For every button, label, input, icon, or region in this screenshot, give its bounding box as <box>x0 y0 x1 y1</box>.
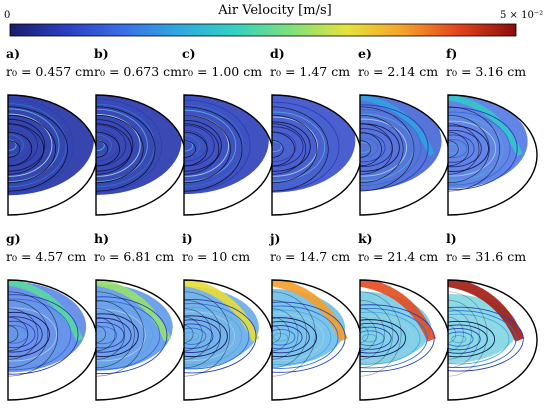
panel-letter: l) <box>446 231 457 246</box>
panel-radius-label: r₀ = 10 cm <box>182 249 250 264</box>
panel-radius-label: r₀ = 21.4 cm <box>358 249 438 264</box>
panel-c: c) r₀ = 1.00 cm <box>182 46 274 216</box>
colorbar-title: Air Velocity [m/s] <box>217 3 331 18</box>
panel-radius-label: r₀ = 6.81 cm <box>94 249 174 264</box>
colorbar-gradient <box>9 23 517 37</box>
panel-letter: a) <box>6 46 20 61</box>
panel-e: e) r₀ = 2.14 cm <box>358 46 450 216</box>
colorbar-max-label: 5 × 10⁻² <box>500 10 543 21</box>
panel-radius-label: r₀ = 14.7 cm <box>270 249 350 264</box>
panel-letter: b) <box>94 46 109 61</box>
panel-radius-label: r₀ = 0.457 cm <box>6 64 94 79</box>
panel-h: h) r₀ = 6.81 cm <box>94 231 186 401</box>
panel-letter: h) <box>94 231 109 246</box>
panel-domain-outline <box>447 94 538 216</box>
panel-radius-label: r₀ = 31.6 cm <box>446 249 526 264</box>
panel-letter: k) <box>358 231 373 246</box>
panel-k: k) r₀ = 21.4 cm <box>358 231 450 401</box>
panel-radius-label: r₀ = 2.14 cm <box>358 64 438 79</box>
panel-j: j) r₀ = 14.7 cm <box>269 231 362 401</box>
panel-g: g) r₀ = 4.57 cm <box>6 231 98 401</box>
panel-letter: d) <box>270 46 285 61</box>
panel-radius-label: r₀ = 1.47 cm <box>270 64 350 79</box>
panel-letter: f) <box>446 46 457 61</box>
panel-letter: g) <box>6 231 21 246</box>
panel-grid: a) r₀ = 0.457 cmb) r₀ = 0.673 cmc) r₀ = 1.0… <box>6 46 538 401</box>
panel-d: d) r₀ = 1.47 cm <box>270 46 362 216</box>
panel-letter: e) <box>358 46 372 61</box>
panel-f: f) r₀ = 3.16 cm <box>446 46 538 216</box>
panel-radius-label: r₀ = 3.16 cm <box>446 64 526 79</box>
panel-radius-label: r₀ = 4.57 cm <box>6 249 86 264</box>
panel-a: a) r₀ = 0.457 cm <box>6 46 98 216</box>
panel-radius-label: r₀ = 1.00 cm <box>182 64 262 79</box>
colorbar: Air Velocity [m/s] 0 5 × 10⁻² <box>4 3 543 37</box>
panel-letter: c) <box>182 46 196 61</box>
panel-letter: i) <box>182 231 193 246</box>
panel-b: b) r₀ = 0.673 cm <box>94 46 186 216</box>
panel-i: i) r₀ = 10 cm <box>182 231 274 401</box>
panel-domain-outline <box>447 279 538 401</box>
panel-radius-label: r₀ = 0.673 cm <box>94 64 182 79</box>
panel-l: l) r₀ = 31.6 cm <box>446 231 538 401</box>
panel-letter: j) <box>269 231 280 246</box>
colorbar-min-label: 0 <box>4 10 10 21</box>
